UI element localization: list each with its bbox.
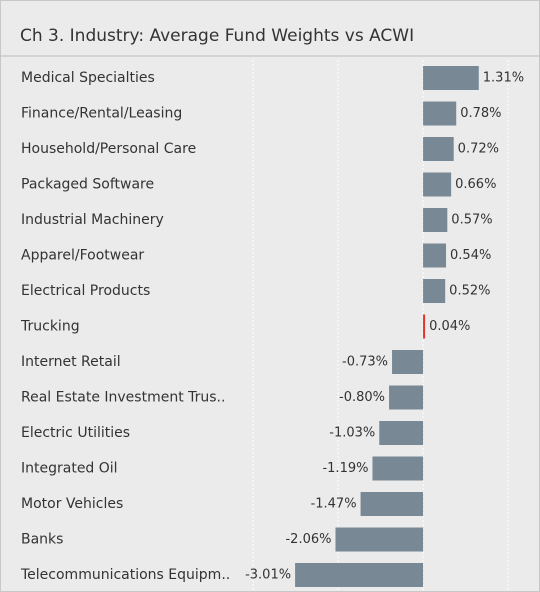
category-label: Internet Retail [21, 354, 121, 370]
value-label: -0.73% [342, 355, 388, 370]
category-label: Telecommunications Equipm.. [20, 567, 230, 583]
value-label: -0.80% [339, 390, 385, 405]
bar [423, 314, 426, 339]
category-label: Medical Specialties [21, 70, 155, 86]
value-label: 0.52% [449, 284, 490, 299]
plot: Medical Specialties 1.31% Finance/Rental/L… [20, 66, 524, 587]
value-label: -2.06% [285, 532, 331, 547]
category-label: Electrical Products [21, 283, 150, 299]
value-label: 0.57% [451, 213, 492, 228]
bar [389, 385, 424, 410]
bar [423, 279, 446, 303]
category-label: Real Estate Investment Trus.. [21, 390, 225, 406]
bar [423, 208, 448, 232]
bar [379, 421, 424, 445]
bar [423, 137, 454, 161]
category-label: Motor Vehicles [21, 496, 123, 512]
category-label: Apparel/Footwear [21, 248, 144, 264]
bar [423, 66, 479, 90]
value-label: 0.54% [450, 248, 491, 263]
category-label: Household/Personal Care [21, 141, 196, 157]
value-label: 0.78% [460, 106, 501, 121]
category-label: Integrated Oil [21, 461, 118, 477]
bar [392, 350, 424, 374]
category-label: Electric Utilities [21, 425, 130, 441]
bar [295, 563, 424, 587]
value-label: 0.04% [429, 319, 470, 334]
bar [423, 101, 457, 126]
bar [335, 527, 424, 552]
value-label: -3.01% [245, 568, 291, 583]
category-label: Industrial Machinery [21, 212, 164, 228]
bar [360, 492, 424, 516]
bar [372, 456, 424, 481]
category-label: Finance/Rental/Leasing [21, 106, 182, 122]
value-label: -1.03% [329, 426, 375, 441]
value-label: 0.72% [458, 142, 499, 157]
bar [423, 172, 452, 197]
category-label: Banks [21, 532, 63, 548]
value-label: -1.19% [322, 461, 368, 476]
value-label: -1.47% [311, 497, 357, 512]
value-label: 1.31% [483, 71, 524, 86]
category-label: Trucking [20, 319, 80, 335]
value-label: 0.66% [455, 177, 496, 192]
category-label: Packaged Software [21, 177, 154, 193]
chart-title: Ch 3. Industry: Average Fund Weights vs … [20, 26, 414, 46]
bar [423, 243, 447, 268]
